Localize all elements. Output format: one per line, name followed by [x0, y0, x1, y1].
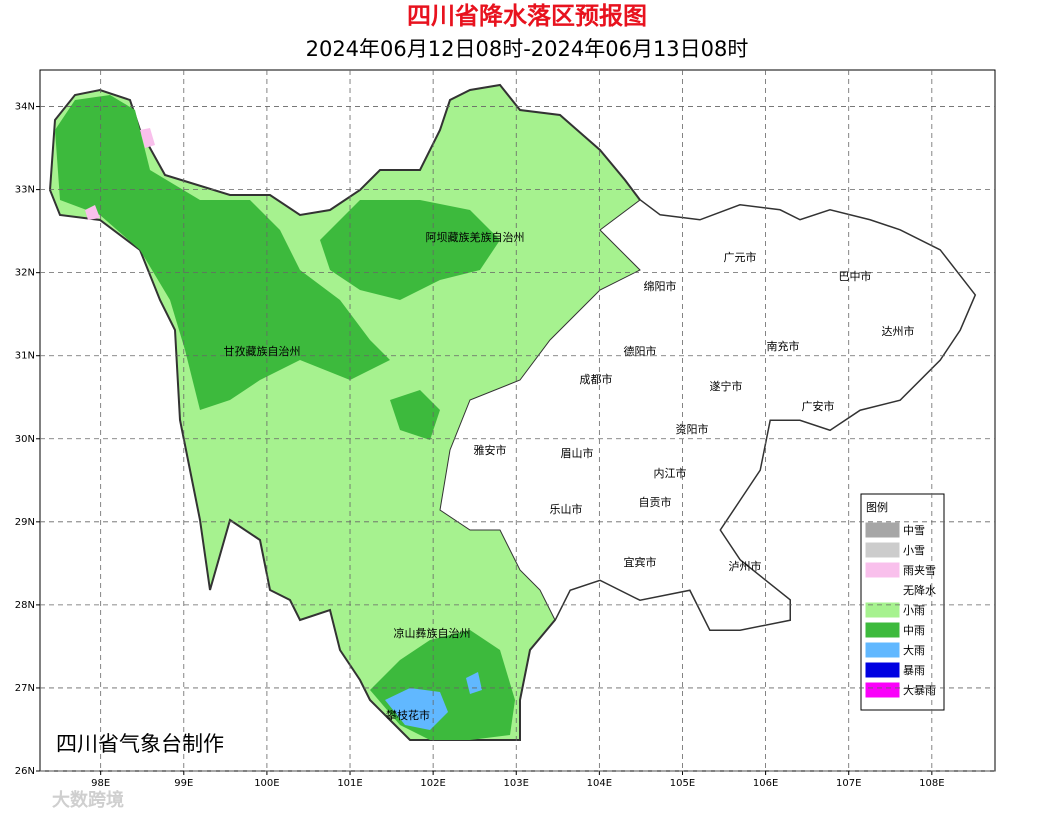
region-label: 泸州市: [729, 559, 762, 573]
x-tick-label: 103E: [504, 778, 529, 789]
legend-label: 中雪: [903, 524, 925, 537]
legend-swatch: [865, 582, 900, 598]
heavy-rain-area: [385, 688, 448, 730]
legend-swatch: [865, 542, 900, 558]
y-tick-label: 30N: [15, 434, 35, 445]
y-tick-label: 26N: [15, 766, 35, 777]
x-tick-label: 108E: [919, 778, 944, 789]
legend-label: 大暴雨: [903, 683, 936, 697]
legend-label: 中雨: [903, 624, 925, 637]
moderate-rain-area: [55, 95, 390, 410]
x-tick-label: 99E: [174, 778, 193, 789]
region-label: 雅安市: [474, 443, 507, 457]
legend-swatch: [865, 562, 900, 578]
region-label: 甘孜藏族自治州: [224, 344, 301, 358]
region-label: 德阳市: [624, 344, 657, 358]
moderate-rain-area: [390, 390, 440, 440]
region-label: 内江市: [654, 466, 687, 480]
legend-swatch: [865, 662, 900, 678]
x-tick-label: 105E: [670, 778, 695, 789]
watermark: 大数跨境: [52, 789, 124, 811]
legend-title: 图例: [866, 500, 888, 514]
region-label: 绵阳市: [644, 279, 677, 293]
region-label: 自贡市: [639, 495, 672, 509]
legend-swatch: [865, 522, 900, 538]
x-tick-label: 104E: [587, 778, 612, 789]
legend-label: 无降水: [903, 583, 936, 597]
region-label: 广元市: [724, 250, 757, 264]
title: 四川省降水落区预报图: [407, 2, 647, 30]
x-tick-label: 101E: [337, 778, 362, 789]
y-tick-label: 32N: [15, 268, 35, 279]
heavy-rain-area: [466, 672, 482, 694]
y-tick-label: 29N: [15, 517, 35, 528]
region-label: 巴中市: [839, 269, 872, 283]
legend-swatch: [865, 602, 900, 618]
y-tick-label: 31N: [15, 351, 35, 362]
region-label: 阿坝藏族羌族自治州: [426, 230, 525, 244]
map: [48, 83, 977, 741]
y-tick-label: 33N: [15, 185, 35, 196]
y-tick-label: 28N: [15, 600, 35, 611]
y-tick-label: 34N: [15, 102, 35, 113]
sleet-area: [85, 205, 100, 220]
region-label: 遂宁市: [710, 379, 743, 393]
legend-label: 雨夹雪: [903, 564, 936, 577]
legend-swatch: [865, 622, 900, 638]
subtitle: 2024年06月12日08时-2024年06月13日08时: [306, 37, 749, 61]
region-label: 乐山市: [550, 502, 583, 516]
x-tick-label: 106E: [753, 778, 778, 789]
credit: 四川省气象台制作: [56, 732, 224, 756]
x-tick-label: 100E: [254, 778, 279, 789]
region-label: 眉山市: [561, 446, 594, 460]
region-label: 南充市: [767, 339, 800, 353]
x-tick-label: 98E: [91, 778, 110, 789]
region-label: 达州市: [882, 324, 915, 338]
sleet-area: [140, 128, 155, 148]
region-label: 广安市: [802, 399, 835, 413]
y-tick-label: 27N: [15, 683, 35, 694]
moderate-rain-area: [320, 200, 500, 300]
x-tick-label: 102E: [420, 778, 445, 789]
legend-swatch: [865, 682, 900, 698]
legend-label: 大雨: [903, 643, 925, 657]
x-tick-label: 107E: [836, 778, 861, 789]
legend-swatch: [865, 642, 900, 658]
region-label: 资阳市: [676, 422, 709, 436]
region-label: 攀枝花市: [386, 708, 430, 722]
region-label: 凉山彝族自治州: [394, 626, 471, 640]
region-label: 成都市: [580, 372, 613, 386]
no-rain-area: [439, 199, 976, 631]
legend-label: 暴雨: [903, 664, 925, 677]
legend-label: 小雨: [903, 604, 925, 617]
region-label: 宜宾市: [624, 555, 657, 569]
legend-label: 小雪: [903, 544, 925, 557]
